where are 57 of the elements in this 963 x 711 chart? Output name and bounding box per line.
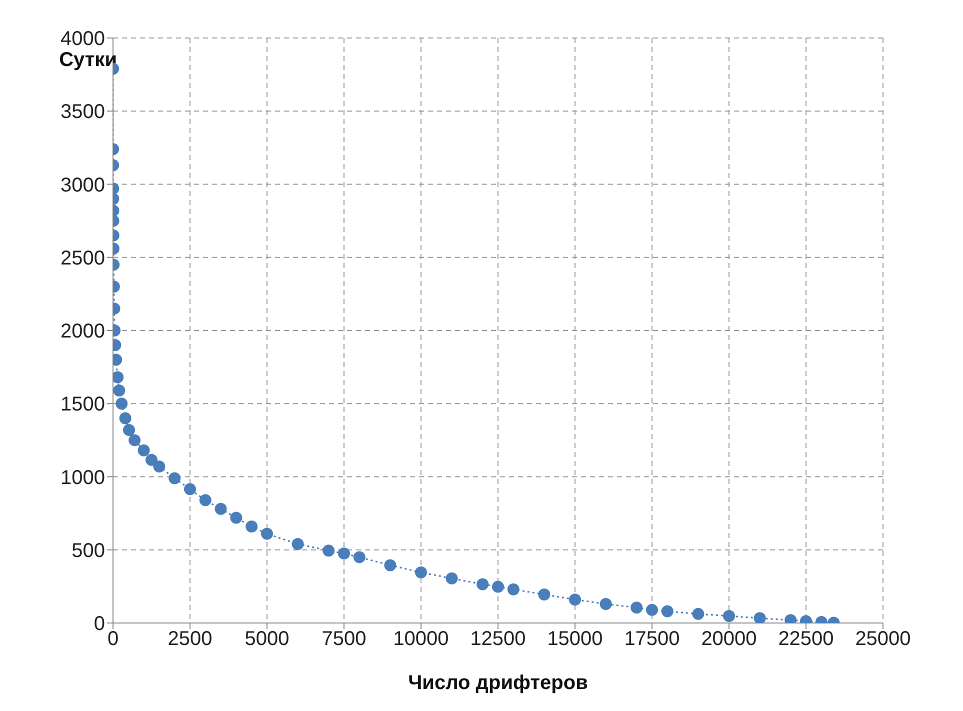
y-tick-label: 2500 bbox=[60, 247, 105, 270]
x-tick-label: 10000 bbox=[393, 628, 449, 650]
point bbox=[146, 454, 158, 466]
y-tick-label: 0 bbox=[94, 613, 105, 636]
point bbox=[184, 483, 196, 496]
point bbox=[116, 398, 128, 410]
point bbox=[153, 460, 166, 473]
point bbox=[661, 605, 674, 618]
point bbox=[692, 608, 704, 620]
x-tick-label: 22500 bbox=[778, 628, 834, 650]
point bbox=[113, 371, 124, 384]
y-tick-label: 4000 bbox=[60, 28, 105, 50]
point bbox=[415, 566, 427, 578]
point bbox=[646, 604, 658, 616]
point bbox=[338, 548, 350, 560]
x-tick-label: 20000 bbox=[701, 628, 757, 650]
x-tick-label: 25000 bbox=[855, 628, 911, 650]
point bbox=[476, 578, 489, 590]
point bbox=[446, 572, 458, 584]
point bbox=[723, 610, 735, 622]
point bbox=[600, 598, 612, 610]
x-tick-label: 7500 bbox=[322, 628, 366, 650]
y-tick-label: 500 bbox=[72, 540, 105, 562]
point bbox=[214, 502, 227, 515]
x-tick-label: 0 bbox=[107, 628, 119, 650]
x-tick-label: 5000 bbox=[244, 628, 290, 650]
point bbox=[292, 538, 304, 550]
point bbox=[569, 594, 581, 606]
y-tick-label: 2000 bbox=[60, 320, 105, 343]
point bbox=[384, 559, 396, 572]
y-axis-title: Сутки bbox=[59, 49, 117, 71]
y-tick-label: 1000 bbox=[60, 466, 105, 489]
point bbox=[138, 444, 150, 456]
point bbox=[492, 580, 504, 593]
x-tick-label: 2500 bbox=[168, 628, 212, 650]
point bbox=[128, 434, 141, 446]
point bbox=[123, 424, 136, 436]
point bbox=[230, 512, 242, 524]
point bbox=[113, 384, 126, 396]
point bbox=[199, 494, 212, 506]
x-tick-label: 17500 bbox=[624, 628, 680, 650]
x-tick-label: 12500 bbox=[470, 628, 526, 650]
y-tick-label: 3500 bbox=[60, 101, 105, 124]
point bbox=[754, 612, 766, 623]
point bbox=[507, 583, 520, 596]
point bbox=[119, 412, 132, 424]
y-tick-label: 3000 bbox=[60, 174, 105, 196]
point bbox=[322, 544, 335, 557]
point bbox=[168, 472, 181, 484]
point bbox=[246, 520, 258, 532]
point bbox=[261, 528, 273, 540]
x-tick-label: 15000 bbox=[547, 628, 603, 650]
point bbox=[538, 588, 550, 600]
y-tick-label: 1500 bbox=[60, 394, 105, 416]
point bbox=[630, 602, 643, 614]
point bbox=[353, 551, 366, 564]
x-axis-title: Число дрифтеров bbox=[408, 672, 588, 694]
